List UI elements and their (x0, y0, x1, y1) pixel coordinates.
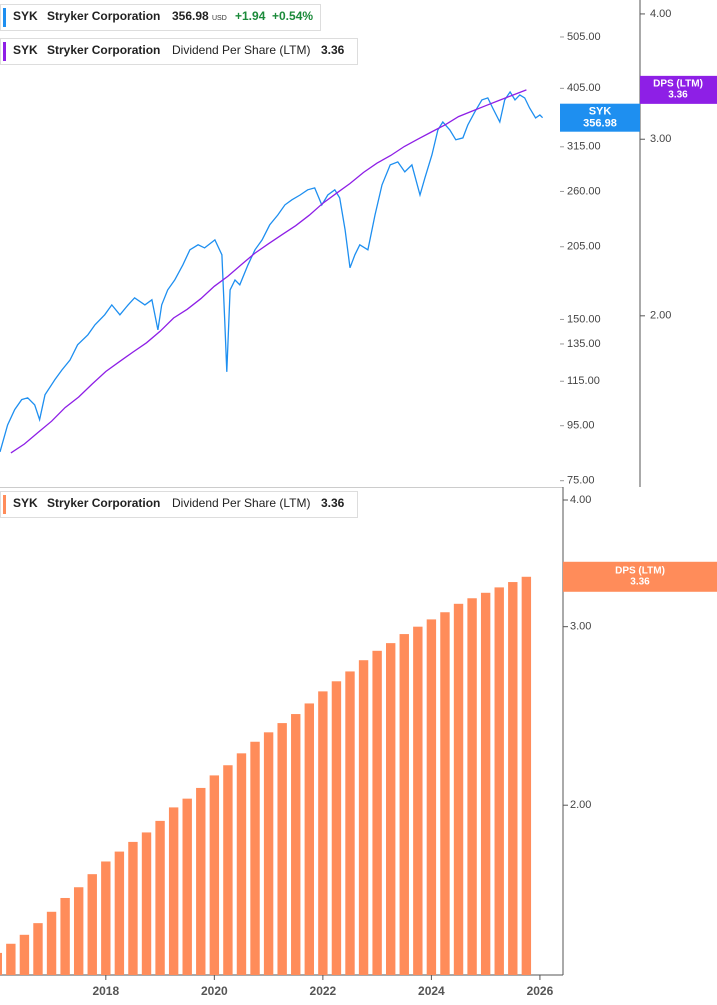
bar (291, 714, 301, 975)
legend-ticker: SYK (13, 43, 38, 57)
bar (331, 681, 342, 975)
x-tick-label: 2018 (92, 984, 119, 998)
bar (480, 592, 491, 975)
legend-company: Stryker Corporation (47, 9, 160, 23)
bar (453, 603, 464, 975)
bar (345, 671, 355, 975)
bar (521, 576, 532, 975)
legend-swatch (3, 42, 6, 61)
bar (508, 582, 518, 975)
bar (141, 832, 152, 975)
bar (0, 952, 2, 975)
bar (128, 841, 138, 975)
dps-tag-label: DPS (LTM) (653, 79, 703, 90)
bar (101, 861, 111, 975)
bar (223, 765, 233, 975)
bar (372, 650, 382, 975)
legend-series: Dividend Per Share (LTM) (172, 496, 311, 510)
bar (73, 887, 84, 975)
dps-tag-value: 3.36 (668, 90, 688, 101)
y-tick-label: 205.00 (567, 241, 601, 253)
bar (236, 753, 247, 975)
legend-company: Stryker Corporation (47, 43, 160, 57)
dps-tag-label: DPS (LTM) (615, 565, 665, 576)
y2-tick-label: 3.00 (650, 133, 671, 145)
legend-change: +1.94 (235, 9, 266, 23)
legend-box (0, 491, 358, 518)
bar (277, 723, 287, 975)
bar (385, 643, 396, 975)
line-series (0, 90, 544, 453)
y-tick-label: 135.00 (567, 338, 601, 350)
y-tick-label: 2.00 (570, 799, 591, 811)
bar (19, 934, 30, 975)
x-tick-label: 2024 (418, 984, 445, 998)
dps-tag-value: 3.36 (630, 576, 650, 587)
bar (250, 741, 260, 975)
bar (33, 923, 43, 975)
y-tick-label: 505.00 (567, 31, 601, 43)
y-tick-label: 115.00 (567, 375, 600, 387)
bar (304, 703, 315, 975)
bar (413, 626, 423, 975)
price-tag-value: 356.98 (583, 118, 617, 130)
x-tick-label: 2022 (310, 984, 337, 998)
line-series (10, 89, 527, 454)
y2-tick-label: 2.00 (650, 310, 671, 322)
bar (168, 807, 179, 975)
legend-series: Dividend Per Share (LTM) (172, 43, 311, 57)
legend-swatch (3, 495, 6, 514)
legend-swatch (3, 8, 6, 27)
bar (182, 798, 192, 975)
price-tag (560, 103, 640, 132)
legend-ticker: SYK (13, 496, 38, 510)
legend-change-pct: +0.54% (272, 9, 313, 23)
bar (494, 587, 504, 975)
y-tick-label: 405.00 (567, 82, 601, 94)
bar (87, 874, 97, 975)
dps-tag (640, 75, 717, 104)
legend-company: Stryker Corporation (47, 496, 160, 510)
x-tick-label: 2020 (201, 984, 228, 998)
bar (114, 851, 125, 975)
dps-tag (563, 561, 717, 592)
legend-price: 356.98 (172, 9, 209, 23)
bar (358, 660, 369, 975)
y-tick-label: 95.00 (567, 420, 595, 432)
y-tick-label: 260.00 (567, 185, 601, 197)
legend-box (0, 4, 321, 31)
legend-value: 3.36 (321, 496, 345, 510)
bar (46, 911, 57, 975)
bar (6, 943, 16, 975)
y-tick-label: 75.00 (567, 475, 595, 487)
bar (263, 732, 274, 975)
bar (399, 634, 409, 975)
bar (60, 897, 70, 975)
y-tick-label: 150.00 (567, 313, 601, 325)
x-tick-label: 2026 (527, 984, 554, 998)
legend-currency: USD (212, 15, 227, 22)
legend-value: 3.36 (321, 43, 345, 57)
y-tick-label: 3.00 (570, 621, 591, 633)
bar (155, 820, 165, 975)
bar (440, 612, 450, 975)
legend-box (0, 38, 358, 65)
legend-ticker: SYK (13, 9, 38, 23)
bar (318, 691, 328, 975)
bar (467, 598, 477, 975)
y-tick-label: 315.00 (567, 141, 601, 153)
bar (426, 619, 437, 975)
bar (209, 775, 220, 975)
y-tick-label: 4.00 (570, 494, 591, 506)
y2-tick-label: 4.00 (650, 8, 671, 20)
price-tag-ticker: SYK (589, 106, 612, 118)
bar (196, 787, 206, 975)
